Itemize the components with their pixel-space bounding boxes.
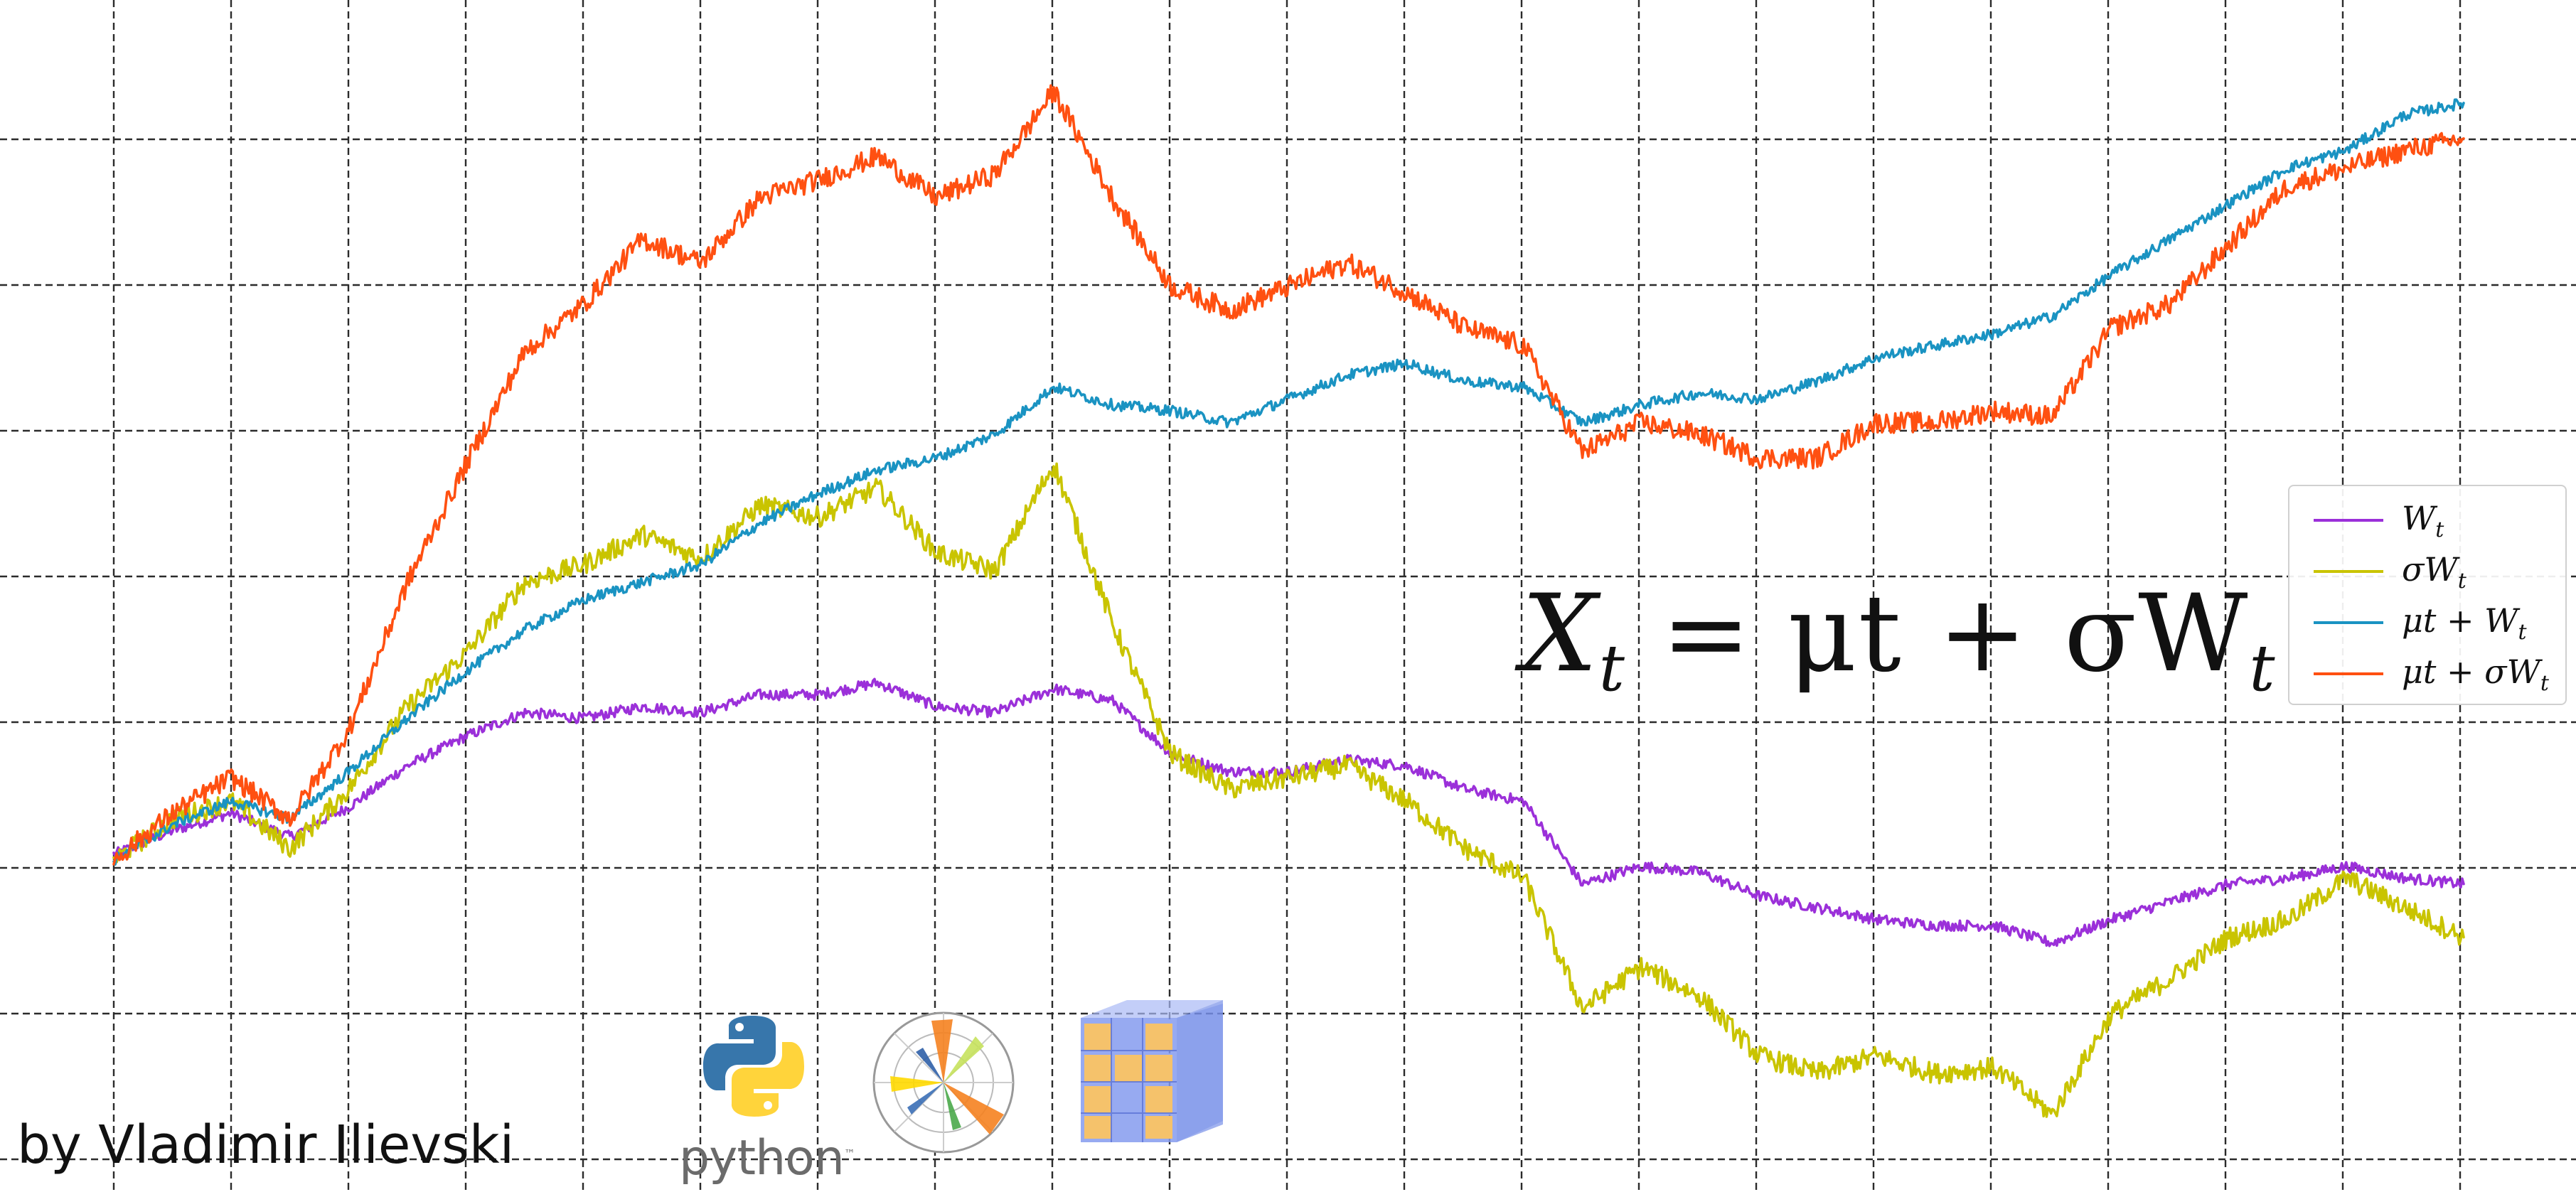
equation-rhs: = μt + σW	[1661, 572, 2250, 696]
legend-swatch-sigma-w	[2314, 570, 2383, 573]
legend-label-mu-sigma-w: μt + σWt	[2402, 653, 2549, 697]
series-line-1	[112, 462, 2465, 1118]
legend: Wt σWt μt + Wt μt + σWt	[2288, 485, 2567, 705]
python-logo-icon	[703, 1016, 804, 1117]
legend-swatch-mu-w	[2314, 621, 2383, 624]
matplotlib-logo-icon	[872, 1011, 1015, 1154]
legend-item-mu-w: μt + Wt	[2289, 597, 2565, 647]
legend-item-mu-sigma-w: μt + σWt	[2289, 648, 2565, 698]
equation-lhs: X	[1522, 572, 1599, 696]
legend-item-sigma-w: σWt	[2289, 546, 2565, 596]
equation-lhs-sub: t	[1598, 631, 1626, 706]
legend-swatch-mu-sigma-w	[2314, 672, 2383, 675]
numpy-logo-icon	[1081, 1000, 1223, 1142]
series-line-0	[112, 677, 2465, 947]
python-logo-text: python™	[679, 1130, 855, 1186]
legend-label-w: Wt	[2402, 499, 2444, 543]
legend-label-mu-w: μt + Wt	[2402, 601, 2527, 645]
legend-swatch-w	[2314, 519, 2383, 522]
legend-label-sigma-w: σWt	[2402, 550, 2467, 594]
legend-item-w: Wt	[2289, 495, 2565, 544]
equation: Xt = μt + σWt	[1522, 572, 2277, 706]
equation-rhs-sub: t	[2249, 631, 2277, 706]
series-line-3	[112, 84, 2465, 866]
series-line-2	[112, 98, 2465, 866]
author-credit: by Vladimir Ilievski	[17, 1115, 515, 1176]
series-layer	[112, 84, 2465, 1118]
